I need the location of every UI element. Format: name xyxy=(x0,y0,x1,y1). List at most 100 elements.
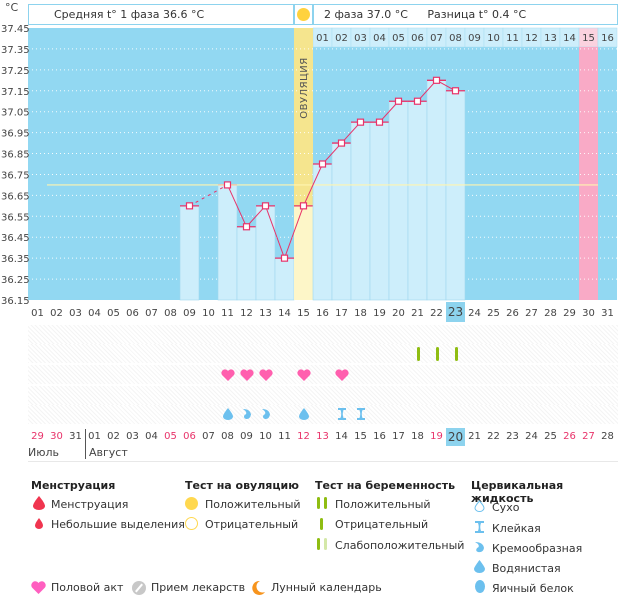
ovulation-sun-icon xyxy=(297,8,310,21)
legend-fluid-eggwhite: Яичный белок xyxy=(492,582,574,595)
legend-menstruation-item: Менструация xyxy=(51,498,129,511)
calendar-date: 04 xyxy=(145,431,158,442)
x-tick-label: 16 xyxy=(316,308,329,319)
x-tick-label: 24 xyxy=(468,308,481,319)
legend-fluid-watery: Водянистая xyxy=(492,562,561,575)
fluid-watery-icon xyxy=(222,408,233,420)
fluid-creamy-icon xyxy=(261,408,271,420)
phase2-text: 2 фаза 37.0 °C xyxy=(324,8,408,21)
calendar-date: 12 xyxy=(297,431,310,442)
calendar-date: 09 xyxy=(240,431,253,442)
calendar-date: 23 xyxy=(506,431,519,442)
fluid-creamy-icon xyxy=(475,542,484,553)
calendar-date: 01 xyxy=(88,431,101,442)
y-tick-label: 36.95 xyxy=(1,129,30,140)
temperature-point xyxy=(394,97,403,105)
y-tick-label: 36.65 xyxy=(1,191,30,202)
x-tick-label: 28 xyxy=(544,308,557,319)
fluid-watery-icon xyxy=(298,408,309,420)
calendar-date: 11 xyxy=(278,431,291,442)
x-tick-label: 26 xyxy=(506,308,519,319)
event-row-fluid xyxy=(28,405,618,424)
intercourse-heart-icon xyxy=(31,581,46,594)
calendar-date: 03 xyxy=(126,431,139,442)
legend-medication: Прием лекарств xyxy=(151,581,246,594)
calendar-date: 27 xyxy=(582,431,595,442)
legend-ovulation-negative: Отрицательный xyxy=(205,518,299,531)
calendar-date: 17 xyxy=(392,431,405,442)
y-tick-label: 36.25 xyxy=(1,275,30,286)
next-cycle-day-label: 04 xyxy=(373,33,386,44)
ovulation-positive-icon xyxy=(185,497,198,510)
calendar-date: 18 xyxy=(411,431,424,442)
intercourse-heart-icon xyxy=(220,369,235,381)
calendar-date: 10 xyxy=(259,431,272,442)
fluid-sticky-icon xyxy=(337,408,347,420)
pregnancy-test-icon xyxy=(432,347,442,361)
calendar-date: 29 xyxy=(31,431,44,442)
pregnancy-faint-icon-bar2 xyxy=(324,538,327,550)
temperature-point xyxy=(242,223,251,231)
temperature-chart: 01 02 03 04 05 06 07 08 09 10 11 12 13 14 15 16 37.45 37.… xyxy=(1,24,618,322)
next-cycle-day-cell xyxy=(597,27,618,48)
x-tick-label: 29 xyxy=(563,308,576,319)
temperature-line xyxy=(303,163,323,207)
phase2-summary: 2 фаза 37.0 °C Разница t° 0.4 °C xyxy=(313,4,618,25)
next-cycle-day-label: 15 xyxy=(582,33,595,44)
menstruation-drop-icon xyxy=(33,496,45,510)
pregnancy-negative-icon xyxy=(320,518,323,530)
x-tick-label: 25 xyxy=(487,308,500,319)
pregnancy-positive-icon-bar1 xyxy=(317,497,320,509)
next-cycle-day-label: 08 xyxy=(449,33,462,44)
fluid-sticky-icon xyxy=(475,521,484,533)
legend-spotting-item: Небольшие выделения xyxy=(51,518,185,531)
y-tick-label: 36.45 xyxy=(1,233,30,244)
next-cycle-day-label: 09 xyxy=(468,33,481,44)
legend-menstruation-title: Менструация xyxy=(31,479,116,492)
next-cycle-day-label: 12 xyxy=(525,33,538,44)
fluid-watery-icon xyxy=(474,560,485,573)
y-tick-label: 36.75 xyxy=(1,170,30,181)
x-tick-label: 02 xyxy=(50,308,63,319)
pregnancy-faint-icon-bar1 xyxy=(317,538,320,550)
calendar-date: 31 xyxy=(69,431,82,442)
next-cycle-day-label: 16 xyxy=(601,33,614,44)
pregnancy-positive-icon-bar2 xyxy=(324,497,327,509)
phase1-summary: Средняя t° 1 фаза 36.6 °C xyxy=(28,4,294,25)
calendar-date: 05 xyxy=(164,431,177,442)
legend-intercourse: Половой акт xyxy=(51,581,124,594)
x-tick-label: 01 xyxy=(31,308,44,319)
temperature-point xyxy=(451,87,460,95)
x-tick-label: 12 xyxy=(240,308,253,319)
x-tick-label: 06 xyxy=(126,308,139,319)
calendar-date: 30 xyxy=(50,431,63,442)
x-tick-label: 09 xyxy=(183,308,196,319)
ovulation-label: ОВУЛЯЦИЯ xyxy=(299,57,310,119)
event-row-1 xyxy=(28,325,618,344)
x-tick-label: 17 xyxy=(335,308,348,319)
calendar-date: 24 xyxy=(525,431,538,442)
lunar-moon-icon xyxy=(252,580,265,595)
fluid-dry-icon xyxy=(474,500,485,512)
next-cycle-day-label: 11 xyxy=(506,33,519,44)
legend-lunar-calendar: Лунный календарь xyxy=(271,581,382,594)
x-tick-label: 23 xyxy=(448,305,463,319)
ovulation-negative-icon xyxy=(185,517,198,530)
calendar-date: 16 xyxy=(373,431,386,442)
pregnancy-test-icon xyxy=(451,347,461,361)
event-row-pregnancy-test xyxy=(28,344,618,363)
y-tick-label: 37.15 xyxy=(1,87,30,98)
calendar-date: 06 xyxy=(183,431,196,442)
calendar-date: 22 xyxy=(487,431,500,442)
intercourse-heart-icon xyxy=(258,369,273,381)
calendar-date: 02 xyxy=(107,431,120,442)
legend-pregnancy-faint: Слабоположительный xyxy=(335,539,465,552)
x-tick-label: 19 xyxy=(373,308,386,319)
pregnancy-test-icon xyxy=(413,347,423,361)
temperature-point xyxy=(337,139,346,147)
temperature-point xyxy=(185,202,194,210)
x-tick-label: 18 xyxy=(354,308,367,319)
legend-fluid-sticky: Клейкая xyxy=(492,522,541,535)
month-label-august: Август xyxy=(89,446,128,459)
y-tick-label: 36.35 xyxy=(1,254,30,265)
